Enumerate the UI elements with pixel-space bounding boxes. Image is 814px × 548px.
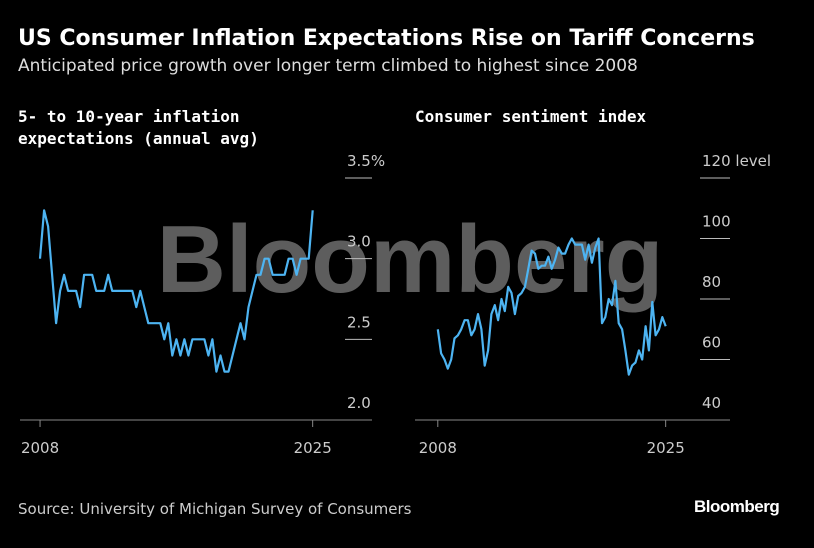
y-tick-label: 2.5 — [347, 313, 371, 331]
data-line — [436, 237, 667, 376]
data-line — [38, 209, 314, 373]
title: US Consumer Inflation Expectations Rise … — [18, 26, 755, 51]
source: Source: University of Michigan Survey of… — [18, 500, 412, 518]
y-tick-label: 3.5% — [347, 152, 385, 170]
y-tick-label: 60 — [702, 334, 721, 352]
y-tick-label: 120 level — [702, 152, 771, 170]
x-tick-label: 2008 — [419, 439, 457, 457]
chart-title: 5- to 10-year inflation expectations (an… — [18, 107, 259, 148]
x-tick-label: 2025 — [294, 439, 332, 457]
y-tick-label: 40 — [702, 394, 721, 412]
x-tick-label: 2025 — [647, 439, 685, 457]
logo: Bloomberg — [694, 497, 780, 516]
y-tick-label: 80 — [702, 273, 721, 291]
subtitle: Anticipated price growth over longer ter… — [18, 56, 638, 76]
y-tick-label: 3.0 — [347, 233, 371, 251]
y-tick-label: 100 — [702, 213, 731, 231]
chart-title: Consumer sentiment index — [415, 107, 647, 126]
y-tick-label: 2.0 — [347, 394, 371, 412]
x-tick-label: 2008 — [21, 439, 59, 457]
watermark: Bloomberg — [157, 206, 664, 313]
